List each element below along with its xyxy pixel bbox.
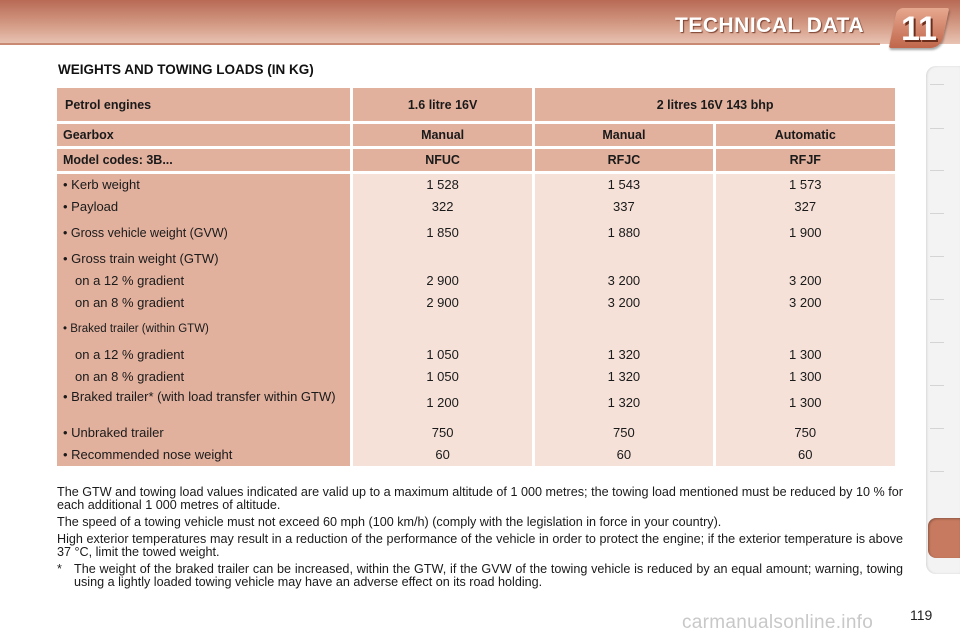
gearbox-value: Manual bbox=[352, 124, 533, 146]
weights-body: • Kerb weight • Payload • Gross vehicle … bbox=[57, 174, 895, 466]
footnote-text: The weight of the braked trailer can be … bbox=[74, 562, 903, 589]
engine-label: Petrol engines bbox=[57, 88, 350, 121]
row-label: • Recommended nose weight bbox=[63, 447, 233, 462]
side-tab-divider bbox=[930, 471, 944, 472]
row-label: • Braked trailer (within GTW) bbox=[63, 323, 209, 335]
side-tab-divider bbox=[930, 385, 944, 386]
gearbox-label: Gearbox bbox=[57, 124, 350, 146]
cell-value: 327 bbox=[794, 199, 817, 214]
model-code-value: RFJC bbox=[535, 149, 713, 171]
model-code-row: Model codes: 3B... NFUC RFJC RFJF bbox=[57, 149, 895, 171]
cell-value: 1 320 bbox=[607, 369, 641, 384]
side-tab-divider bbox=[930, 213, 944, 214]
cell-value: 3 200 bbox=[607, 295, 641, 310]
note-footnote: * The weight of the braked trailer can b… bbox=[57, 563, 903, 589]
side-tab-divider bbox=[930, 256, 944, 257]
cell-value: 1 850 bbox=[426, 225, 459, 240]
cell-value bbox=[359, 314, 526, 344]
row-label: on an 8 % gradient bbox=[75, 369, 185, 384]
row-label: on a 12 % gradient bbox=[75, 347, 185, 362]
cell-value bbox=[722, 248, 889, 270]
row-label: on an 8 % gradient bbox=[75, 295, 185, 310]
side-tab-divider bbox=[930, 128, 944, 129]
cell-value: 60 bbox=[435, 447, 450, 462]
chapter-number: 11 bbox=[901, 10, 937, 48]
cell-value: 1 050 bbox=[426, 347, 459, 362]
cell-value: 1 300 bbox=[789, 347, 822, 362]
page-number: 119 bbox=[910, 607, 933, 623]
cell-value: 1 573 bbox=[789, 177, 822, 192]
cell-value: 1 300 bbox=[789, 395, 822, 410]
engine-col1: 1.6 litre 16V bbox=[352, 88, 533, 121]
gearbox-value: Manual bbox=[535, 124, 713, 146]
side-tab-divider bbox=[930, 299, 944, 300]
cell-value: 2 900 bbox=[426, 295, 459, 310]
watermark: carmanualsonline.info bbox=[682, 612, 874, 633]
cell-value: 3 200 bbox=[789, 295, 822, 310]
cell-value: 1 200 bbox=[426, 395, 459, 410]
note-altitude: The GTW and towing load values indicated… bbox=[57, 485, 903, 512]
note-speed: The speed of a towing vehicle must not e… bbox=[57, 515, 722, 529]
cell-value bbox=[359, 248, 526, 270]
row-label: • Gross train weight (GTW) bbox=[63, 251, 219, 266]
header-band bbox=[0, 0, 960, 44]
cell-value: 750 bbox=[431, 425, 454, 440]
engine-col2: 2 litres 16V 143 bhp bbox=[535, 88, 895, 121]
cell-value: 3 200 bbox=[607, 273, 641, 288]
cell-value: 1 543 bbox=[607, 177, 641, 192]
notes: The GTW and towing load values indicated… bbox=[57, 486, 903, 593]
cell-value: 337 bbox=[613, 199, 635, 214]
cell-value: 1 900 bbox=[789, 225, 822, 240]
model-code-value: NFUC bbox=[352, 149, 533, 171]
values-col-nfuc: 1 528 322 1 850 2 900 2 900 1 050 1 050 … bbox=[352, 174, 533, 466]
section-title: WEIGHTS AND TOWING LOADS (IN KG) bbox=[58, 62, 314, 77]
side-tab-divider bbox=[930, 428, 944, 429]
engine-row: Petrol engines 1.6 litre 16V 2 litres 16… bbox=[57, 88, 895, 121]
cell-value bbox=[722, 314, 889, 344]
weights-table: Petrol engines 1.6 litre 16V 2 litres 16… bbox=[54, 85, 898, 469]
row-label: • Gross vehicle weight (GVW) bbox=[63, 226, 228, 240]
row-label: • Payload bbox=[63, 199, 119, 214]
weights-labels: • Kerb weight • Payload • Gross vehicle … bbox=[57, 174, 350, 466]
cell-value: 1 320 bbox=[607, 347, 641, 362]
side-tab-divider bbox=[930, 342, 944, 343]
header-divider bbox=[0, 43, 880, 45]
values-col-rfjf: 1 573 327 1 900 3 200 3 200 1 300 1 300 … bbox=[715, 174, 895, 466]
cell-value: 1 528 bbox=[426, 177, 459, 192]
model-code-value: RFJF bbox=[715, 149, 895, 171]
side-tab-divider bbox=[930, 170, 944, 171]
model-code-label: Model codes: 3B... bbox=[57, 149, 350, 171]
row-label: • Braked trailer* (with load transfer wi… bbox=[63, 389, 336, 404]
cell-value: 60 bbox=[798, 447, 813, 462]
row-label: on a 12 % gradient bbox=[75, 273, 185, 288]
cell-value bbox=[541, 248, 706, 270]
cell-value: 1 320 bbox=[607, 395, 641, 410]
cell-value: 60 bbox=[616, 447, 632, 462]
cell-value: 750 bbox=[794, 425, 817, 440]
row-label: • Kerb weight bbox=[63, 177, 140, 192]
gearbox-row: Gearbox Manual Manual Automatic bbox=[57, 124, 895, 146]
cell-value: 1 880 bbox=[607, 225, 641, 240]
cell-value: 750 bbox=[613, 425, 635, 440]
side-tab-active[interactable] bbox=[928, 518, 960, 558]
cell-value: 1 050 bbox=[426, 369, 459, 384]
cell-value: 1 300 bbox=[789, 369, 822, 384]
cell-value: 322 bbox=[431, 199, 454, 214]
row-label: • Unbraked trailer bbox=[63, 425, 164, 440]
side-tab-divider bbox=[930, 84, 944, 85]
note-temperature: High exterior temperatures may result in… bbox=[57, 532, 903, 559]
footnote-mark: * bbox=[57, 562, 62, 576]
cell-value: 3 200 bbox=[789, 273, 822, 288]
cell-value: 2 900 bbox=[426, 273, 459, 288]
values-col-rfjc: 1 543 337 1 880 3 200 3 200 1 320 1 320 … bbox=[535, 174, 713, 466]
page-title: TECHNICAL DATA bbox=[675, 14, 864, 37]
side-tab-strip bbox=[926, 66, 960, 574]
gearbox-value: Automatic bbox=[715, 124, 895, 146]
cell-value bbox=[541, 314, 706, 344]
